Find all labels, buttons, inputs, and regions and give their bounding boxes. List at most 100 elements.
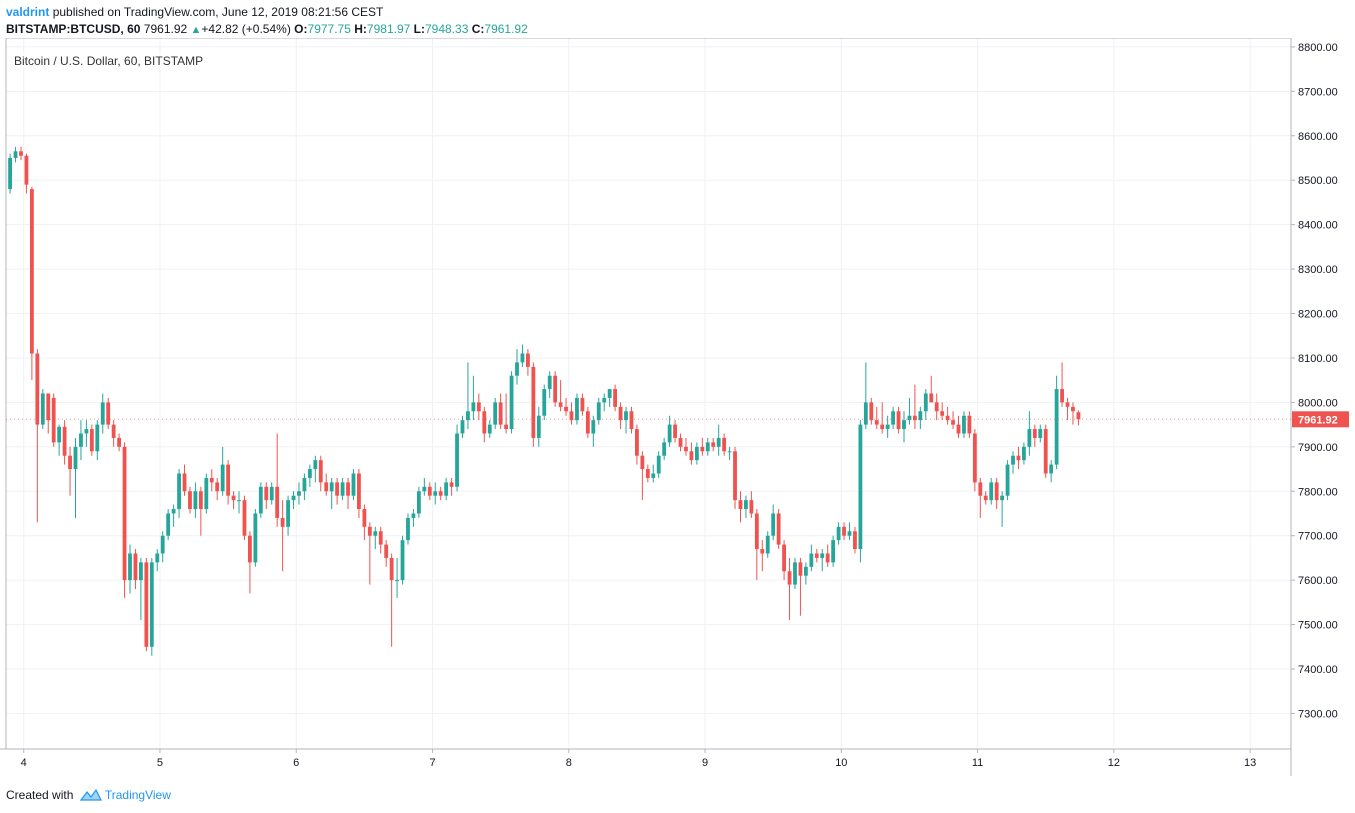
candle-body (8, 157, 12, 190)
candle-body (111, 424, 116, 438)
candle-body (275, 486, 280, 518)
x-tick-label: 13 (1244, 757, 1256, 769)
candle-down (978, 477, 983, 518)
candle-down (122, 442, 127, 598)
candle-body (149, 562, 154, 647)
candle-body (406, 517, 410, 541)
candle-up (809, 544, 814, 572)
candle-body (607, 389, 612, 398)
candle-body (324, 482, 329, 492)
candle-body (918, 411, 923, 421)
candle-body (596, 402, 601, 421)
candle-body (302, 477, 307, 492)
candle-body (858, 424, 863, 550)
y-tick-label: 8100.00 (1298, 353, 1338, 365)
candle-up (716, 424, 721, 456)
candle-down (787, 557, 792, 621)
candle-down (182, 464, 187, 496)
candlestick-chart[interactable]: 7300.00 7400.00 7500.00 7600.00 7700.00 7800.… (0, 38, 1355, 776)
candle-body (411, 513, 416, 518)
candle-up (291, 491, 296, 510)
tradingview-brand-link[interactable]: TradingView (104, 788, 171, 802)
candle-up (902, 411, 906, 443)
candle-body (836, 526, 841, 541)
candle-body (923, 393, 928, 412)
x-tick-label: 8 (566, 757, 572, 769)
candle-body (166, 513, 171, 536)
candle-body (591, 420, 596, 434)
candle-body (471, 402, 476, 412)
candle-down (117, 433, 122, 452)
candle-body (531, 366, 536, 438)
candle-body (177, 473, 181, 510)
candle-body (51, 397, 56, 443)
candle-down (558, 380, 563, 412)
candle-up (302, 473, 307, 501)
candle-body (62, 426, 67, 456)
candle-up (329, 477, 334, 510)
candle-up (493, 397, 498, 430)
candle-body (536, 415, 541, 438)
candle-body (460, 420, 465, 434)
candle-body (618, 406, 623, 421)
candle-down (242, 495, 247, 541)
candle-body (733, 451, 737, 501)
candle-up (455, 424, 459, 492)
x-tick-label: 10 (835, 757, 847, 769)
candle-body (635, 429, 639, 456)
candle-up (406, 513, 410, 545)
candle-body (280, 517, 285, 527)
y-tick-label: 7500.00 (1298, 620, 1338, 632)
candle-body (209, 477, 214, 483)
candle-up (171, 504, 176, 527)
candle-up (624, 406, 628, 434)
candle-body (335, 482, 340, 496)
candle-body (994, 482, 999, 501)
candle-body (297, 491, 301, 496)
candle-body (564, 406, 568, 412)
candle-body (487, 424, 492, 434)
candle-down (318, 455, 323, 492)
author-name[interactable]: valdrint (6, 5, 50, 19)
candle-up (509, 371, 514, 434)
candle-body (226, 464, 231, 496)
candle-down (264, 482, 269, 510)
candle-down (629, 406, 634, 434)
last-price-tag (1292, 411, 1349, 428)
candle-body (891, 411, 896, 425)
candle-up (237, 491, 241, 514)
x-tick-label: 7 (429, 757, 435, 769)
candle-up (575, 393, 579, 425)
candle-up (471, 375, 476, 421)
candle-down (525, 349, 530, 376)
candle-body (624, 411, 628, 421)
candle-body (667, 424, 672, 443)
chart-axes: 7300.00 7400.00 7500.00 7600.00 7700.00 7800.… (0, 38, 1349, 776)
candle-down (1060, 362, 1064, 407)
candle-body (809, 553, 814, 567)
candle-body (793, 562, 797, 585)
candle-body (416, 491, 421, 514)
candle-down (531, 362, 536, 447)
candle-down (427, 482, 432, 501)
candle-body (237, 500, 241, 502)
x-tick-label: 9 (702, 757, 708, 769)
candle-up (989, 477, 994, 505)
candle-body (95, 424, 100, 452)
high-label: H: (354, 22, 367, 36)
candle-body (602, 397, 607, 403)
candle-body (307, 469, 312, 478)
candle-body (264, 486, 269, 501)
candle-up (269, 482, 274, 505)
candle-body (24, 155, 29, 185)
candle-body (787, 571, 792, 585)
low-value: 7948.33 (424, 22, 469, 36)
candle-down (945, 406, 950, 425)
candle-down (934, 393, 939, 421)
candle-down (1076, 410, 1081, 426)
candle-up (258, 482, 263, 518)
candle-up (373, 526, 378, 550)
candle-down (378, 526, 383, 554)
candle-body (689, 451, 694, 461)
candle-down (635, 424, 639, 465)
